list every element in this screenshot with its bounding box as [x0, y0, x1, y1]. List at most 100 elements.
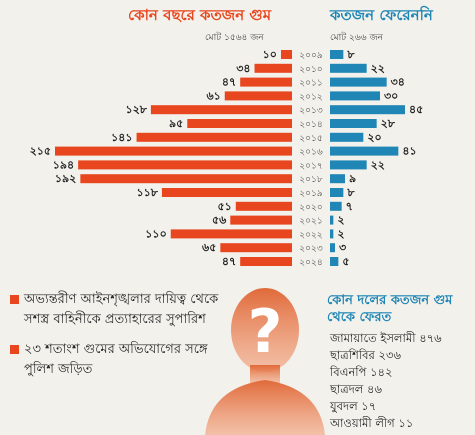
question-head-silhouette-icon: ? [205, 288, 325, 435]
right-bar [330, 201, 342, 211]
right-bar-value-label: ৮ [346, 48, 355, 61]
left-bar [55, 146, 292, 156]
year-tick-label: ২০১৭ [299, 161, 322, 171]
year-tick-label: ২০১২ [299, 92, 323, 102]
party-list: জামায়াতে ইসলামী ৪৭৬ ছাত্রশিবির ২৩৬ বিএন… [330, 330, 442, 432]
note-text: অভ্যন্তরীণ আইনশৃঙ্খলার দায়িত্ব থেকে সশস… [24, 292, 219, 327]
year-tick-label: ২০১৯ [299, 189, 323, 199]
left-bar-value-label: ১৪১ [111, 131, 132, 144]
left-bar-value-label: ৬৫ [202, 241, 216, 254]
right-bar [330, 146, 399, 156]
left-bar [136, 132, 292, 142]
left-bar [224, 91, 292, 101]
right-bar [330, 215, 334, 225]
year-tick-label: ২০১৬ [299, 148, 323, 158]
red-square-bullet-icon [10, 345, 19, 354]
party-name: ছাত্রদল [330, 382, 364, 396]
party-row: জামায়াতে ইসলামী ৪৭৬ [330, 330, 442, 347]
butterfly-bar-chart: ১০ ২০০৯ ৮ ৩৪ ২০১০ ২২ ৪৭ ২০১১ ৩৪ ৬১ ২০১২ ৩০ ১২৮ ২০১৩ ৪৫… [30, 48, 424, 268]
right-bar-value-label: ২২ [371, 158, 385, 171]
left-bar [220, 243, 292, 253]
notes-block: অভ্যন্তরীণ আইনশৃঙ্খলার দায়িত্ব থেকে সশস… [10, 290, 225, 390]
red-square-bullet-icon [10, 295, 19, 304]
left-bar-value-label: ১৯২ [55, 172, 76, 185]
right-bar-value-label: ৮ [346, 186, 355, 199]
right-bar-value-label: ৩ [339, 241, 346, 254]
left-bar-value-label: ৪৭ [222, 255, 236, 268]
left-bar-value-label: ১০ [263, 48, 277, 61]
party-value: ৪৭৬ [419, 331, 442, 345]
left-bar [280, 50, 292, 59]
party-value: ৪৬ [367, 382, 382, 396]
year-tick-label: ২০২২ [299, 230, 323, 240]
left-bar [230, 215, 292, 225]
left-bar-value-label: ২১৫ [30, 145, 51, 158]
right-bar [330, 257, 339, 266]
left-bar [254, 63, 292, 73]
right-bar-value-label: ২ [337, 227, 344, 240]
party-row: বিএনপি ১৪২ [330, 364, 442, 381]
party-value: ১১ [398, 416, 414, 430]
left-bar-value-label: ১১০ [145, 227, 166, 240]
note-item: ২৩ শতাংশ গুমের অভিযোগের সঙ্গে পুলিশ জড়ি… [10, 340, 225, 380]
right-header-title: কতজন ফেরেননি [330, 6, 433, 24]
year-tick-label: ২০২১ [299, 217, 322, 227]
right-bar [330, 91, 380, 101]
right-bar [330, 132, 364, 142]
right-bar-value-label: ৭ [346, 200, 353, 213]
right-bar [330, 174, 345, 184]
year-tick-label: ২০১৫ [299, 134, 322, 144]
left-bar-value-label: ১২৮ [125, 103, 147, 116]
left-header-subtitle: মোট ১৫৬৪ জন [205, 33, 264, 43]
right-bar [330, 243, 335, 253]
left-bar-value-label: ৪৭ [222, 76, 236, 89]
party-value: ১৭ [361, 399, 377, 413]
left-bar-value-label: ৬১ [206, 89, 220, 102]
note-text: ২৩ শতাংশ গুমের অভিযোগের সঙ্গে পুলিশ জড়ি… [24, 342, 208, 377]
left-bar [240, 77, 292, 87]
right-bar [330, 105, 405, 115]
party-row: ছাত্রদল ৪৬ [330, 381, 442, 398]
left-bar [240, 257, 292, 266]
party-name: বিএনপি [330, 365, 367, 379]
right-bar [330, 229, 334, 239]
year-tick-label: ২০১৮ [299, 175, 323, 185]
left-bar [235, 201, 292, 211]
party-name: জামায়াতে ইসলামী [330, 331, 416, 345]
left-header-title: কোন বছরে কতজন গুম [128, 6, 272, 24]
year-tick-label: ২০০৯ [299, 51, 323, 61]
left-bar [150, 105, 292, 115]
right-bar-value-label: ৩৪ [391, 76, 405, 89]
party-name: যুবদল [330, 399, 358, 413]
right-bar [330, 188, 344, 197]
year-tick-label: ২০১০ [299, 65, 322, 75]
party-value: ১৪২ [370, 365, 393, 379]
year-tick-label: ২০১১ [299, 79, 322, 89]
party-name: আওয়ামী লীগ [330, 416, 395, 430]
left-bar [187, 119, 292, 128]
right-bar-value-label: ২২ [371, 62, 385, 75]
left-bar [80, 174, 292, 184]
party-value: ২৩৬ [378, 348, 401, 362]
party-title: কোন দলের কতজন গুম থেকে ফেরত [327, 293, 453, 325]
right-header-subtitle: মোট ২৬৬ জন [330, 33, 383, 43]
right-bar-value-label: ৪১ [402, 145, 416, 158]
left-bar [170, 229, 292, 239]
party-row: যুবদল ১৭ [330, 398, 442, 415]
year-tick-label: ২০১৪ [299, 120, 322, 130]
left-bar [78, 160, 292, 170]
right-bar-value-label: ৪৫ [409, 103, 423, 116]
party-name: ছাত্রশিবির [330, 348, 375, 362]
left-bar-value-label: ১১৮ [137, 186, 159, 199]
year-tick-label: ২০২৩ [299, 244, 323, 254]
left-bar [161, 188, 292, 197]
right-bar-value-label: ৩০ [384, 89, 398, 102]
year-tick-label: ২০২৪ [299, 258, 322, 268]
year-tick-label: ২০২০ [299, 203, 322, 213]
year-tick-label: ২০১৩ [299, 106, 323, 116]
right-bar [330, 77, 387, 87]
left-bar-value-label: ৫১ [218, 200, 232, 213]
party-row: আওয়ামী লীগ ১১ [330, 415, 442, 432]
right-bar-value-label: ২ [337, 214, 344, 227]
question-mark-glyph: ? [248, 297, 283, 367]
